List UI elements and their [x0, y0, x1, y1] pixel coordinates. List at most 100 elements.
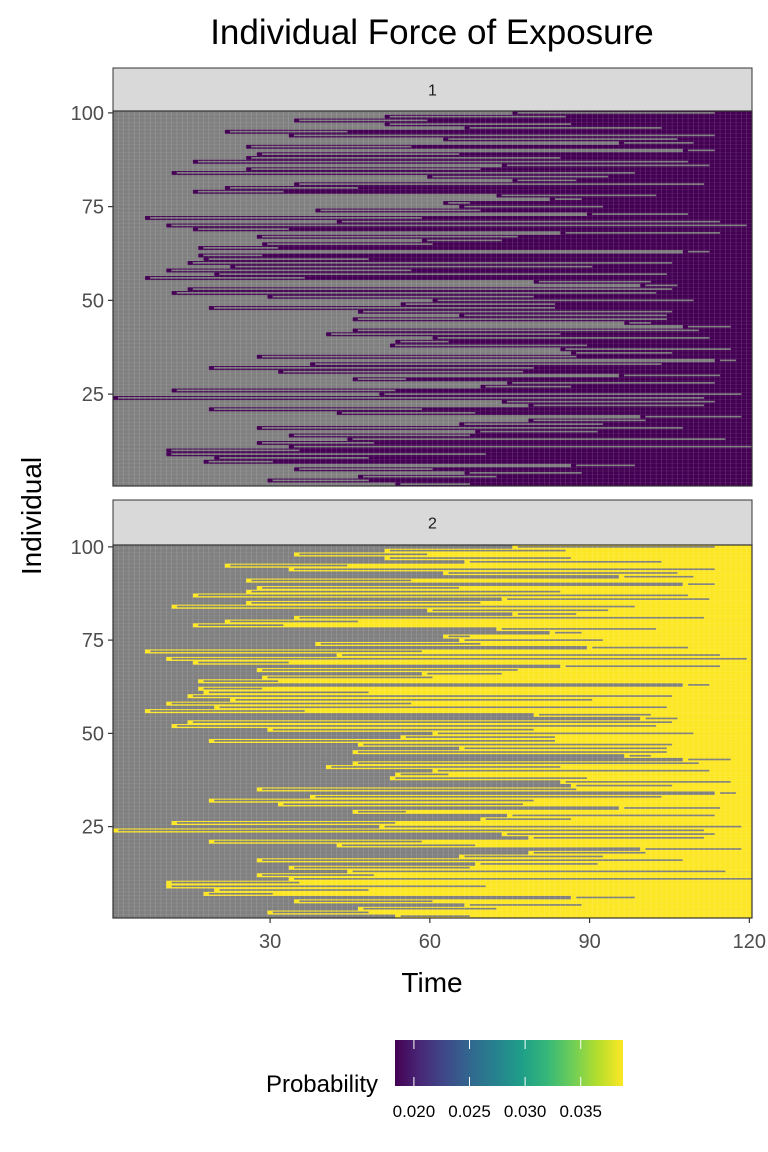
na-segment	[448, 202, 470, 204]
na-segment	[171, 702, 412, 705]
na-segment	[464, 314, 667, 317]
na-segment	[688, 758, 731, 761]
na-segment	[219, 273, 667, 275]
exposure-segment	[384, 548, 752, 553]
legend-tick-label: 0.035	[559, 1102, 602, 1121]
na-segment	[517, 546, 715, 548]
na-segment	[230, 187, 358, 189]
na-segment	[464, 423, 603, 425]
na-segment	[294, 878, 752, 880]
na-segment	[432, 609, 609, 612]
facet-panel-1: 1 25 50 75 100	[71, 67, 753, 487]
gridlines	[112, 110, 753, 487]
exposure-segment	[203, 257, 752, 262]
na-segment	[357, 318, 667, 320]
na-segment	[517, 179, 577, 182]
exposure-segment	[384, 114, 752, 119]
exposure-segment	[395, 914, 752, 919]
exposure-segment	[352, 377, 752, 382]
na-segment	[150, 650, 422, 653]
na-segment	[400, 340, 449, 343]
na-segment	[405, 736, 555, 738]
exposure-segment	[224, 619, 752, 624]
panel-border	[112, 544, 753, 919]
na-segment	[384, 393, 742, 395]
gridlines	[112, 544, 753, 919]
exposure-segment	[246, 600, 752, 605]
na-segment	[357, 751, 667, 753]
exposure-segment	[294, 899, 752, 904]
legend-tick-label: 0.020	[393, 1102, 436, 1121]
na-segment	[512, 814, 715, 817]
y-tick-label: 50	[82, 723, 104, 745]
na-segment	[294, 445, 752, 448]
na-segment	[214, 307, 555, 309]
y-axis-title: Individual	[16, 457, 47, 575]
na-segment	[171, 449, 300, 452]
na-segment	[448, 635, 470, 638]
na-segment	[176, 389, 396, 392]
exposure-segment	[459, 638, 752, 643]
na-segment	[469, 904, 582, 906]
na-segment	[688, 684, 710, 686]
na-segment	[299, 553, 428, 556]
exposure-segment	[682, 683, 752, 688]
na-segment	[512, 382, 715, 384]
exposure-segment	[357, 474, 752, 479]
exposure-segment	[144, 709, 752, 714]
na-segment	[192, 288, 673, 290]
panel-border	[112, 110, 753, 487]
na-segment	[214, 840, 422, 843]
na-segment	[624, 575, 694, 578]
na-segment	[262, 587, 460, 589]
na-segment	[198, 594, 689, 597]
na-segment	[272, 479, 369, 482]
exposure-segment	[246, 167, 752, 172]
na-segment	[230, 130, 348, 133]
na-segment	[198, 160, 689, 163]
x-tick-label: 30	[259, 931, 281, 953]
na-segment	[507, 598, 710, 600]
na-segment	[341, 844, 476, 847]
legend: Probability 0.020 0.025 0.030 0.035	[266, 1040, 623, 1121]
y-tick-label: 75	[82, 197, 104, 219]
na-segment	[251, 145, 412, 148]
na-segment	[299, 900, 433, 903]
na-segment	[576, 352, 673, 354]
legend-tick-label: 0.030	[504, 1102, 547, 1121]
na-segment	[437, 732, 694, 735]
na-segment	[485, 818, 571, 820]
na-segment	[251, 168, 481, 170]
exposure-segment	[192, 227, 752, 232]
exposure-segment	[214, 456, 753, 461]
exposure-segment	[315, 208, 752, 213]
na-segment	[517, 112, 715, 114]
exposure-segment	[166, 701, 752, 706]
na-segment	[203, 680, 279, 682]
exposure-segment	[198, 246, 752, 251]
na-segment	[294, 568, 715, 571]
exposure-segment	[421, 671, 752, 676]
na-segment	[437, 299, 694, 302]
exposure-rows	[113, 545, 753, 919]
na-segment	[624, 142, 694, 144]
na-segment	[331, 333, 561, 335]
na-segment	[230, 620, 358, 623]
exposure-segment	[570, 463, 752, 468]
na-segment	[485, 385, 571, 388]
na-segment	[448, 572, 678, 574]
na-segment	[294, 134, 715, 137]
na-segment	[171, 885, 486, 888]
na-segment	[629, 322, 651, 324]
na-segment	[198, 661, 289, 664]
exposure-segment	[464, 471, 752, 476]
facet-strip	[112, 67, 753, 112]
na-segment	[118, 397, 705, 399]
na-segment	[480, 430, 598, 433]
na-segment	[176, 822, 396, 824]
na-segment	[533, 404, 705, 407]
na-segment	[480, 863, 598, 865]
exposure-segment	[682, 249, 752, 254]
exposure-segment	[294, 552, 752, 557]
